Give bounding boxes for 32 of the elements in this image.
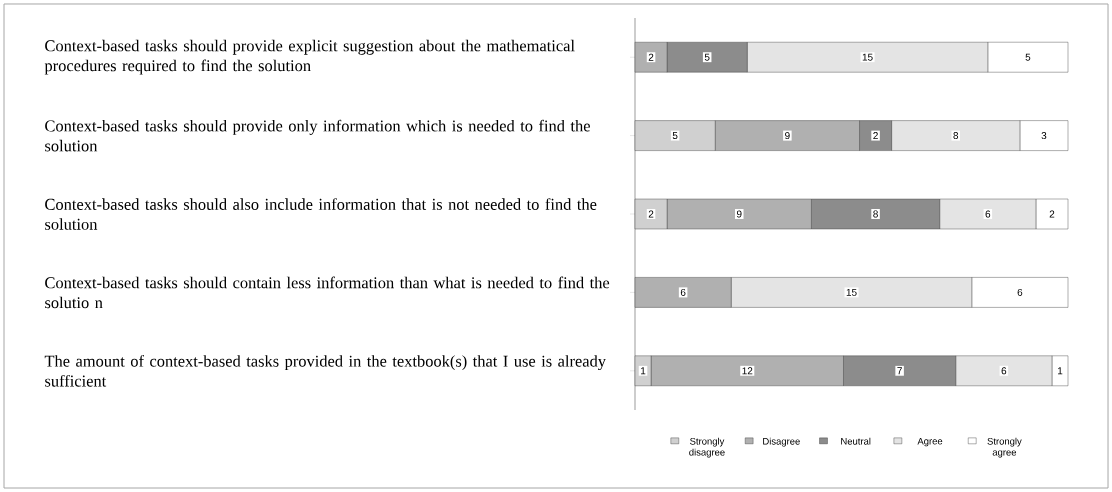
data-label: 6 (985, 210, 991, 218)
data-label: 8 (873, 210, 878, 218)
y-tick-label: Context-based tasks should provide only information which is needed to find the solution (45, 119, 590, 152)
y-tick-label: Context-based tasks should also include information that is not needed to find the solution (45, 198, 597, 230)
legend-label: Disagree (763, 437, 800, 447)
data-label: 6 (1017, 288, 1023, 296)
data-label: 5 (1025, 53, 1031, 61)
data-label: 6 (680, 288, 686, 296)
data-label: 15 (846, 288, 857, 296)
data-label: 12 (742, 367, 753, 375)
data-label: 2 (1049, 210, 1055, 218)
data-label: 1 (1057, 367, 1063, 375)
data-label: 6 (1001, 367, 1007, 375)
data-label: 3 (1041, 132, 1047, 140)
data-label: 15 (862, 53, 873, 61)
y-tick-label: The amount of context-based tasks provided in the textbook(s) that I use is already sufficient (44, 354, 606, 387)
data-label: 5 (704, 53, 710, 61)
data-label: 8 (953, 132, 959, 140)
data-label: 9 (736, 210, 742, 218)
data-label: 2 (873, 132, 878, 140)
legend-label: Neutral (841, 437, 871, 445)
data-label: 2 (648, 53, 654, 61)
data-label: 1 (641, 367, 646, 375)
data-label: 5 (672, 132, 678, 140)
data-label: 2 (648, 210, 654, 218)
legend-label: Strongly agree (987, 437, 1022, 458)
legend-label: Strongly disagree (689, 437, 725, 458)
data-label: 7 (897, 367, 902, 375)
data-label: 9 (785, 132, 790, 140)
y-tick-label: Context-based tasks should contain less information than what is needed to find the solutio n (45, 276, 610, 309)
y-tick-label: Context-based tasks should provide explicit suggestion about the mathematical procedures required to find the solution (44, 39, 575, 75)
legend-label: Agree (917, 437, 943, 447)
